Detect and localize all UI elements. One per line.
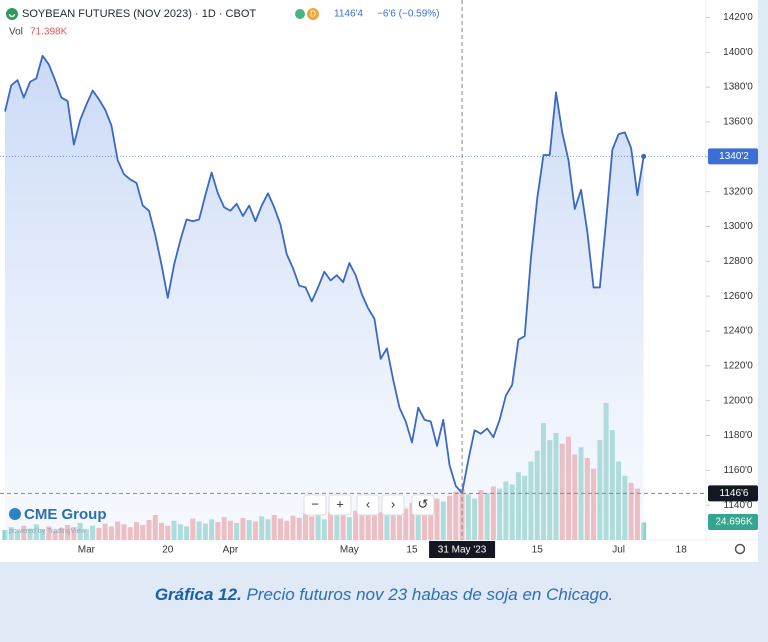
last-price-box <box>708 148 758 165</box>
x-tick-label: 15 <box>532 545 544 556</box>
x-tick-label: Mar <box>78 545 96 556</box>
volume-last-box <box>708 514 758 530</box>
symbol-icon-mark <box>8 13 16 18</box>
settings-icon[interactable] <box>734 543 746 555</box>
x-tick-label: 18 <box>676 545 688 556</box>
price-line <box>4 54 645 494</box>
volume-legend-value: 71.398K <box>30 27 68 38</box>
x-tick-label: 20 <box>162 545 174 556</box>
y-tick-label: 1400'0 <box>723 47 753 58</box>
x-tick-label: Jul <box>612 545 625 556</box>
y-tick-label: 1360'0 <box>723 117 753 128</box>
zoom-out-button[interactable] <box>303 494 327 516</box>
x-tick-label: May <box>340 545 359 556</box>
chart-frame: SOYBEAN FUTURES (NOV 2023) · 1D · CBOT D… <box>0 0 758 562</box>
chart-title: SOYBEAN FUTURES (NOV 2023) · 1D · CBOT <box>22 8 256 20</box>
y-tick-label: 1240'0 <box>723 326 753 337</box>
y-tick-label: 1220'0 <box>723 360 753 371</box>
caption: Gráfica 12. Precio futuros nov 23 habas … <box>124 582 644 607</box>
y-tick-label: 1280'0 <box>723 256 753 267</box>
zoom-out-icon: − <box>311 496 319 511</box>
volume-last-label: 24.696K <box>715 517 753 528</box>
quote-change: −6'6 (−0.59%) <box>377 9 440 20</box>
y-tick-label: 1420'0 <box>723 12 753 23</box>
reset-button[interactable] <box>411 494 435 516</box>
logo-globe <box>9 508 21 520</box>
y-tick-label: 1260'0 <box>723 291 753 302</box>
toolbar: − + ‹ › ↺ <box>303 494 435 516</box>
scroll-left-icon: ‹ <box>366 496 370 511</box>
symbol-icon <box>6 8 18 20</box>
y-tick-label: 1140'0 <box>724 500 753 511</box>
caption-text: Precio futuros nov 23 habas de soja en C… <box>246 585 614 604</box>
logo: CME Group <box>24 506 107 523</box>
badge-circle <box>307 8 319 20</box>
last-price-label: 1340'2 <box>719 151 749 162</box>
chart: SOYBEAN FUTURES (NOV 2023) · 1D · CBOT D… <box>0 0 758 558</box>
zoom-in-button[interactable] <box>328 494 352 516</box>
status-dot <box>295 9 305 19</box>
area-fill <box>5 55 644 541</box>
badge: D <box>310 10 316 19</box>
quote: 1146'4 <box>334 9 363 20</box>
scroll-right-icon: › <box>391 496 395 511</box>
crosshair-date-box <box>429 541 496 558</box>
x-tick-label: Apr <box>223 545 239 556</box>
powered-by: powered by TradingView <box>9 528 86 535</box>
plot-layer <box>0 0 758 541</box>
y-tick-label: 1320'0 <box>723 186 753 197</box>
scroll-left-button[interactable] <box>356 494 380 516</box>
crosshair-price-box <box>708 485 758 502</box>
caption-label: Gráfica 12. <box>154 585 242 604</box>
volume-legend: Vol <box>9 27 23 38</box>
zoom-in-icon: + <box>336 496 344 511</box>
y-tick-label: 1200'0 <box>723 395 753 406</box>
crosshair-date-label: 31 May '23 <box>438 545 487 556</box>
y-tick-label: 1160'0 <box>724 465 753 476</box>
reset-icon: ↺ <box>418 496 429 511</box>
y-tick-label: 1300'0 <box>723 221 753 232</box>
crosshair-price-label: 1146'6 <box>720 488 749 499</box>
last-point <box>641 153 647 159</box>
x-tick-label: 15 <box>406 545 418 556</box>
y-tick-label: 1180'0 <box>724 430 753 441</box>
y-tick-label: 1380'0 <box>723 82 753 93</box>
scroll-right-button[interactable] <box>381 494 405 516</box>
